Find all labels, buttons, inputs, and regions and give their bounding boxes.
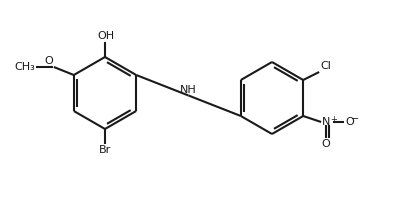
Text: CH₃: CH₃ [14,62,35,72]
Text: NH: NH [180,85,197,94]
Text: O: O [322,139,331,149]
Text: Cl: Cl [320,61,331,71]
Text: OH: OH [97,31,114,41]
Text: N: N [322,117,330,127]
Text: +: + [330,114,337,124]
Text: O: O [345,117,354,127]
Text: O: O [44,56,53,66]
Text: Br: Br [99,145,111,155]
Text: −: − [351,114,359,124]
